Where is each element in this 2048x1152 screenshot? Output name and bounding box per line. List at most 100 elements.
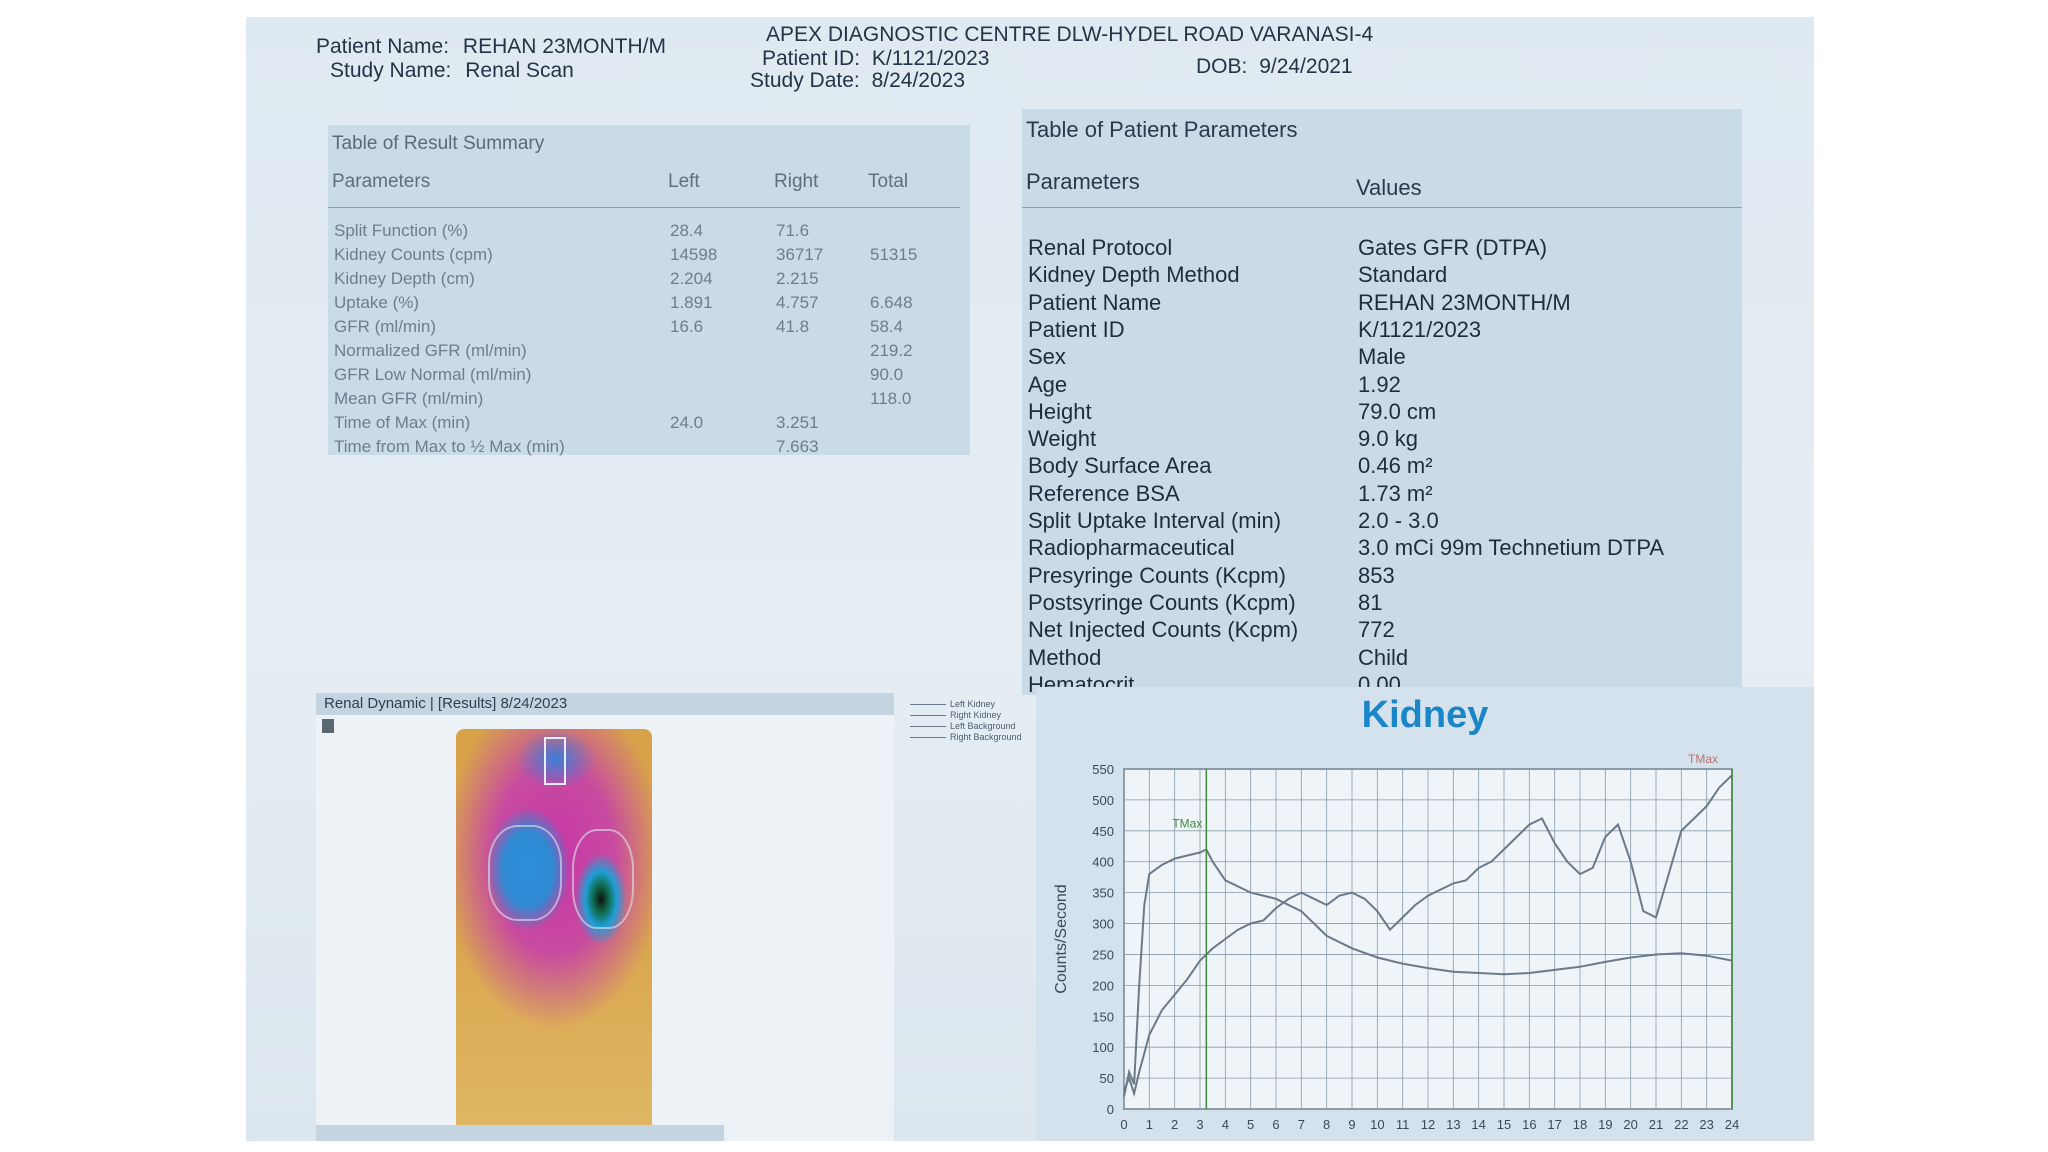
roi-bladder bbox=[544, 737, 566, 785]
result-summary-row: Time of Max (min) 24.0 3.251 bbox=[334, 413, 974, 437]
result-summary-title: Table of Result Summary bbox=[332, 133, 545, 154]
x-tick-label: 24 bbox=[1725, 1117, 1739, 1132]
patient-param-name: Patient Name bbox=[1028, 289, 1162, 315]
patient-param-row: Presyringe Counts (Kcpm) 853 bbox=[1028, 563, 1748, 590]
result-summary-row: Kidney Depth (cm) 2.204 2.215 bbox=[334, 269, 974, 293]
study-name-value: Renal Scan bbox=[465, 59, 574, 82]
legend-entry: Right Kidney bbox=[910, 710, 1001, 720]
roi-left-kidney bbox=[488, 825, 562, 921]
y-tick-label: 450 bbox=[1092, 824, 1114, 839]
y-tick-label: 300 bbox=[1092, 917, 1114, 932]
col-parameters: Parameters bbox=[332, 171, 431, 192]
params-divider bbox=[1022, 207, 1742, 208]
result-summary-cell-p: GFR Low Normal (ml/min) bbox=[334, 365, 532, 384]
patient-param-value: 79.0 cm bbox=[1358, 398, 1437, 424]
patient-param-name: Reference BSA bbox=[1028, 480, 1180, 506]
result-summary-cell-p: Mean GFR (ml/min) bbox=[334, 389, 484, 408]
y-tick-label: 250 bbox=[1092, 947, 1114, 962]
x-tick-label: 6 bbox=[1272, 1117, 1279, 1132]
patient-param-row: Weight 9.0 kg bbox=[1028, 426, 1748, 453]
x-tick-label: 0 bbox=[1120, 1117, 1127, 1132]
patient-name-value: REHAN 23MONTH/M bbox=[462, 35, 666, 58]
patient-param-value: K/1121/2023 bbox=[1358, 316, 1482, 342]
result-summary-cell-l: 28.4 bbox=[670, 221, 704, 240]
legend-label: Right Kidney bbox=[950, 710, 1002, 720]
result-summary-cell-l: 2.204 bbox=[670, 269, 713, 288]
patient-name-line: Patient Name: REHAN 23MONTH/M bbox=[316, 35, 666, 59]
x-tick-label: 18 bbox=[1573, 1117, 1587, 1132]
patient-param-name: Renal Protocol bbox=[1028, 235, 1173, 260]
patient-id-label: Patient ID: bbox=[762, 47, 861, 70]
result-summary-row: Split Function (%) 28.4 71.6 bbox=[334, 221, 974, 245]
legend-entry: Left Kidney bbox=[910, 699, 995, 709]
centre-name: APEX DIAGNOSTIC CENTRE DLW-HYDEL ROAD VA… bbox=[766, 23, 1374, 46]
patient-param-value: REHAN 23MONTH/M bbox=[1358, 289, 1571, 315]
patient-param-name: Split Uptake Interval (min) bbox=[1028, 508, 1282, 533]
result-summary-panel: Table of Result Summary Parameters Left … bbox=[328, 125, 970, 456]
result-summary-cell-t: 118.0 bbox=[870, 389, 912, 408]
renal-scan-image bbox=[456, 729, 652, 1141]
y-tick-label: 200 bbox=[1092, 978, 1114, 993]
patient-param-value: Male bbox=[1358, 344, 1406, 370]
result-summary-rows: Split Function (%) 28.4 71.6 Kidney Counts … bbox=[334, 221, 966, 461]
patient-param-row: Patient ID K/1121/2023 bbox=[1028, 317, 1748, 344]
patient-param-row: Method Child bbox=[1028, 645, 1748, 672]
col-params: Parameters bbox=[1026, 169, 1140, 194]
x-tick-label: 15 bbox=[1497, 1117, 1511, 1132]
x-tick-label: 1 bbox=[1146, 1117, 1153, 1132]
scan-title: Renal Dynamic | [Results] 8/24/2023 bbox=[324, 695, 568, 712]
patient-param-value: 1.92 bbox=[1358, 371, 1401, 397]
patient-param-row: Postsyringe Counts (Kcpm) 81 bbox=[1028, 590, 1748, 617]
patient-param-name: Sex bbox=[1028, 344, 1066, 370]
kidney-chart: Kidney 0 1 2 3 4 5 6 7 8 9 10 11 12 13 14 15 16 17 18 19 20 21… bbox=[1036, 687, 1814, 1141]
dob-label: DOB: bbox=[1196, 55, 1248, 78]
x-tick-label: 23 bbox=[1699, 1117, 1713, 1132]
legend-line-icon bbox=[910, 715, 946, 717]
x-tick-label: 22 bbox=[1674, 1117, 1688, 1132]
y-tick-label: 500 bbox=[1092, 793, 1114, 808]
result-summary-cell-p: Uptake (%) bbox=[334, 293, 420, 312]
patient-param-value: Standard bbox=[1358, 262, 1448, 288]
renal-scan-panel: Renal Dynamic | [Results] 8/24/2023 bbox=[316, 693, 894, 1141]
x-tick-label: 5 bbox=[1247, 1117, 1254, 1132]
result-summary-cell-t: 6.648 bbox=[870, 293, 913, 312]
legend-label: Right Background bbox=[950, 732, 1022, 742]
y-tick-label: 50 bbox=[1100, 1071, 1114, 1086]
patient-param-row: Radiopharmaceutical 3.0 mCi 99m Technetiu… bbox=[1028, 535, 1748, 562]
patient-param-value: 3.0 mCi 99m Technetium DTPA bbox=[1358, 535, 1665, 561]
result-summary-cell-r: 71.6 bbox=[776, 221, 810, 240]
result-summary-row: Mean GFR (ml/min) 118.0 bbox=[334, 389, 974, 413]
patient-params-rows: Renal Protocol Gates GFR (DTPA) Kidney Dep… bbox=[1028, 235, 1742, 697]
patient-param-value: Child bbox=[1358, 644, 1409, 670]
dob-line: DOB: 9/24/2021 bbox=[1196, 55, 1353, 79]
patient-param-row: Age 1.92 bbox=[1028, 372, 1748, 399]
legend-entry: Right Background bbox=[910, 732, 1022, 742]
roi-right-kidney bbox=[572, 829, 634, 929]
result-summary-cell-p: Normalized GFR (ml/min) bbox=[334, 341, 527, 360]
patient-param-value: 2.0 - 3.0 bbox=[1358, 508, 1439, 533]
result-summary-cell-r: 41.8 bbox=[776, 317, 810, 336]
legend-entry: Left Background bbox=[910, 721, 1016, 731]
y-tick-label: 550 bbox=[1092, 762, 1114, 777]
patient-param-name: Age bbox=[1028, 371, 1068, 397]
series-line-0 bbox=[1123, 774, 1733, 1098]
x-tick-label: 21 bbox=[1649, 1117, 1663, 1132]
y-tick-label: 0 bbox=[1107, 1102, 1114, 1117]
col-right: Right bbox=[774, 171, 819, 192]
patient-param-row: Split Uptake Interval (min) 2.0 - 3.0 bbox=[1028, 508, 1748, 535]
col-values: Values bbox=[1356, 175, 1422, 200]
study-date-line: Study Date: 8/24/2023 bbox=[750, 69, 965, 93]
x-tick-label: 16 bbox=[1522, 1117, 1536, 1132]
patient-param-value: 0.46 m² bbox=[1358, 453, 1433, 479]
patient-param-name: Net Injected Counts (Kcpm) bbox=[1028, 617, 1299, 643]
study-name-line: Study Name: Renal Scan bbox=[330, 59, 574, 83]
y-tick-label: 400 bbox=[1092, 855, 1114, 870]
x-tick-label: 9 bbox=[1348, 1117, 1355, 1132]
result-summary-cell-r: 7.663 bbox=[776, 437, 819, 456]
x-tick-label: 10 bbox=[1370, 1117, 1384, 1132]
legend-label: Left Background bbox=[950, 721, 1016, 731]
y-axis-label: Counts/Second bbox=[1053, 884, 1070, 993]
study-date-label: Study Date: bbox=[750, 69, 860, 92]
patient-param-name: Radiopharmaceutical bbox=[1028, 535, 1235, 561]
